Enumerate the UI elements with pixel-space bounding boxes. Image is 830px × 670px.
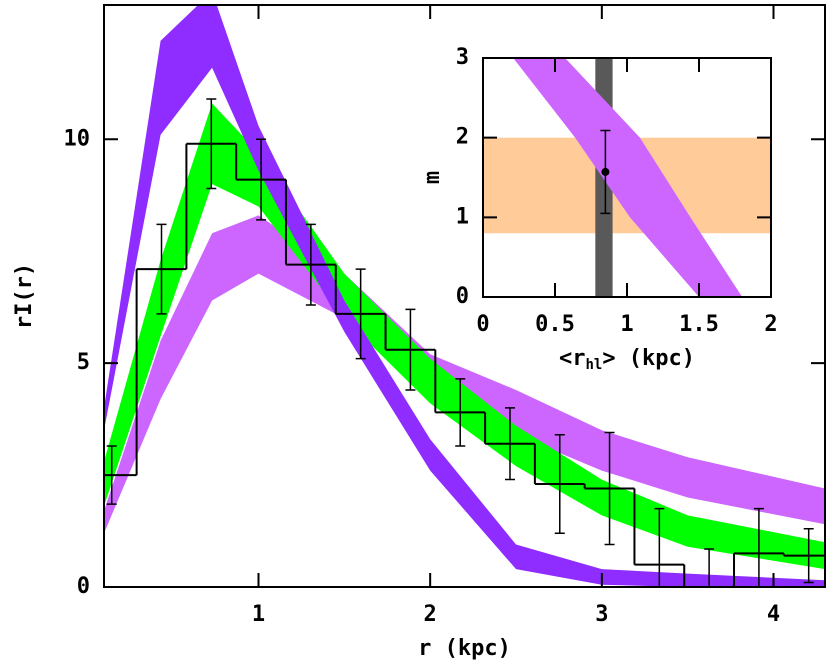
x-tick-label: 4 [767, 602, 780, 627]
x-tick-label: 3 [595, 602, 608, 627]
x-axis-label-part: hl [585, 357, 602, 373]
error-bar [156, 223, 167, 315]
x-axis-label-part: > (kpc) [602, 346, 695, 371]
error-bar [753, 507, 764, 587]
error-bar [405, 308, 416, 391]
x-tick-label: 1 [620, 312, 633, 337]
y-axis-label: rI(r) [12, 263, 37, 329]
y-tick-label: 5 [77, 350, 90, 375]
plot-area [104, 5, 825, 587]
axes-frame [103, 4, 826, 588]
band [104, 215, 825, 534]
x-axis-label: <rhl> (kpc) [559, 346, 695, 373]
y-axis-label: m [420, 171, 445, 184]
error-bar [604, 431, 615, 546]
x-tick-label: 1.5 [679, 312, 719, 337]
error-bar [305, 223, 316, 306]
x-axis-label: r (kpc) [418, 636, 511, 661]
x-tick-label: 2 [764, 312, 777, 337]
y-tick-label: 2 [456, 125, 469, 150]
x-axis-label-part: <r [559, 346, 586, 371]
error-bar [704, 548, 715, 587]
y-tick-label: 3 [456, 45, 469, 70]
x-tick-label: 0.5 [535, 312, 575, 337]
error-bar [654, 507, 665, 587]
band [104, 5, 825, 587]
point [601, 167, 610, 176]
x-tick-label: 0 [476, 312, 489, 337]
y-tick-label: 10 [64, 126, 91, 151]
error-bar [206, 98, 217, 190]
error-bar [455, 378, 466, 447]
y-tick-label: 1 [456, 204, 469, 229]
error-bar [106, 445, 117, 505]
band [104, 103, 825, 570]
band [513, 58, 743, 297]
error-bar [554, 434, 565, 535]
error-bar [803, 528, 814, 584]
x-tick-label: 1 [252, 602, 265, 627]
x-tick-label: 2 [424, 602, 437, 627]
y-tick-label: 0 [456, 284, 469, 309]
y-tick-label: 0 [77, 574, 90, 599]
plot-area [483, 58, 771, 297]
error-bar [355, 268, 366, 360]
error-bar [504, 407, 515, 481]
error-bar [256, 138, 267, 221]
